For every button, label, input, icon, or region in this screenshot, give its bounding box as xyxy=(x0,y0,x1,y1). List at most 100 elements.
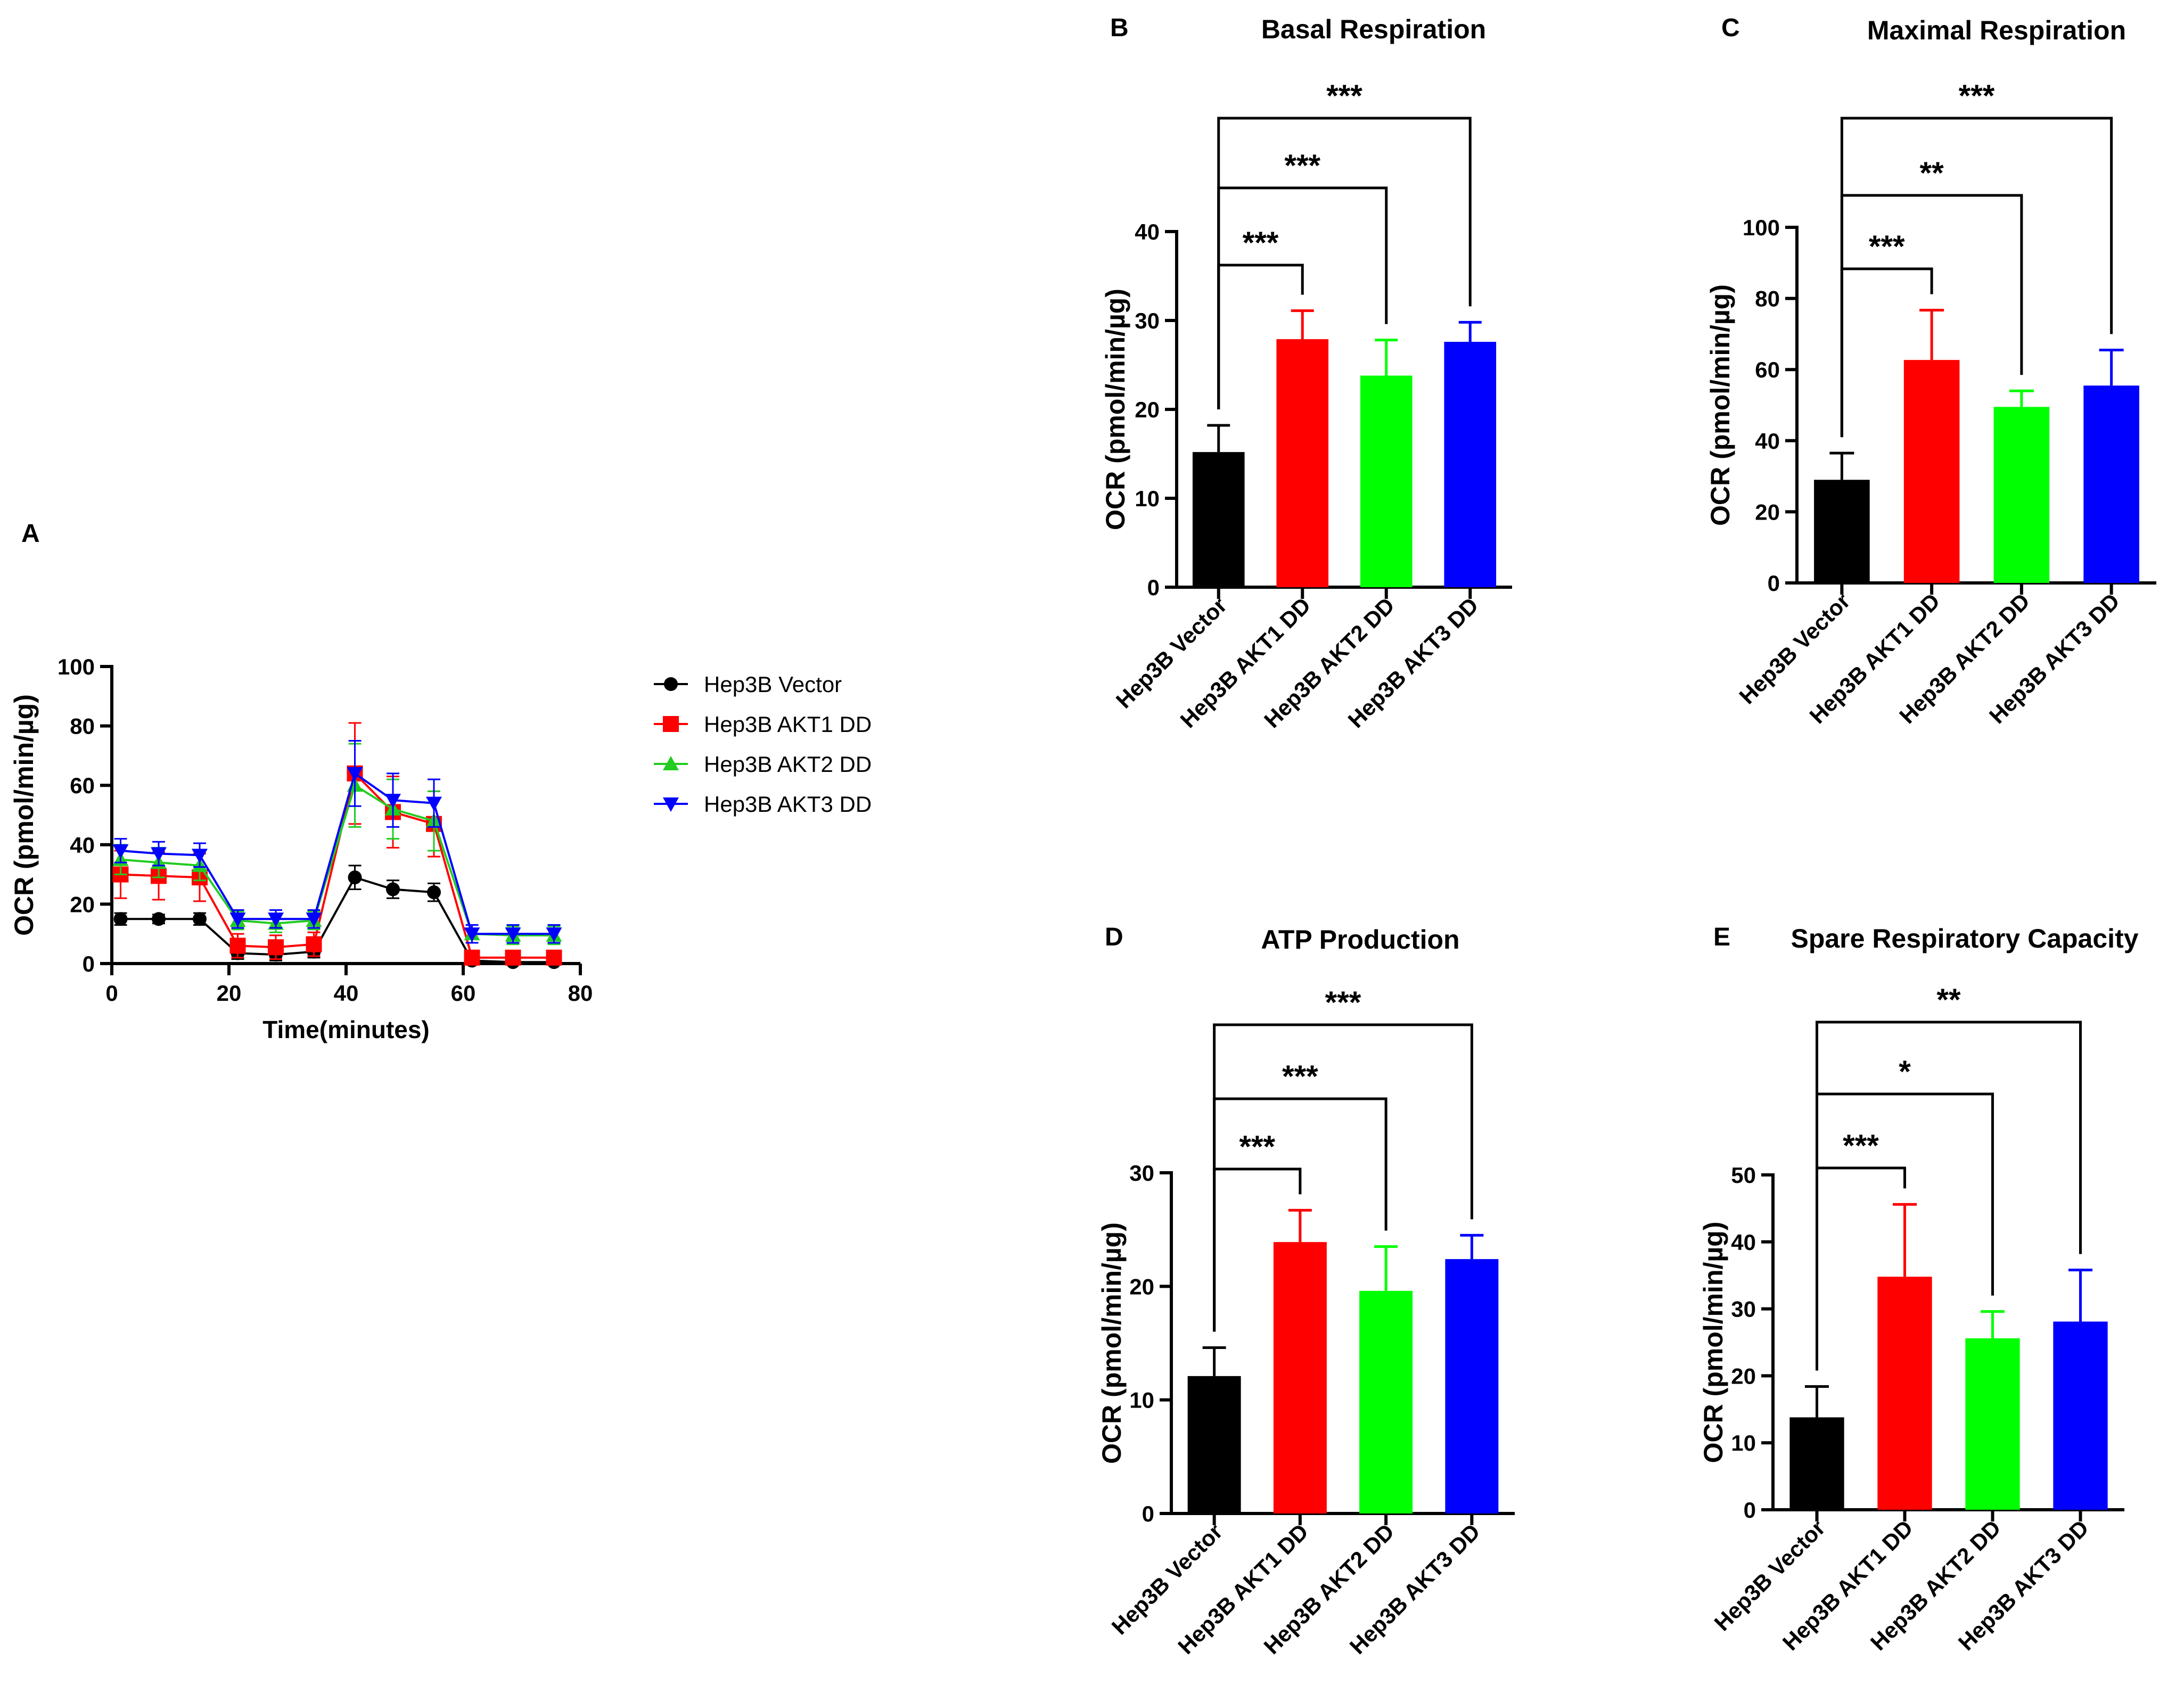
y-tick-label: 40 xyxy=(70,833,95,858)
y-tick-label: 20 xyxy=(1755,499,1780,524)
error-bar xyxy=(1892,1203,1917,1277)
significance-label: *** xyxy=(1325,985,1361,1020)
significance-label: *** xyxy=(1326,79,1362,113)
significance-label: *** xyxy=(1282,1059,1318,1094)
panel-a: A OCR (pmol/min/µg) 0 20 40 60 80 100 0 20 40 60 80 T… xyxy=(9,520,593,1043)
y-tick-label: 20 xyxy=(1129,1274,1154,1299)
y-tick-label: 100 xyxy=(58,654,95,679)
bar xyxy=(1993,407,2050,583)
bar xyxy=(1444,342,1497,587)
data-point xyxy=(385,794,401,809)
error-bar xyxy=(1207,424,1230,453)
chart-title: Basal Respiration xyxy=(1261,14,1486,44)
x-tick-label: 80 xyxy=(568,981,593,1006)
significance-label: *** xyxy=(1243,226,1279,260)
legend-item: Hep3B AKT3 DD xyxy=(654,792,872,817)
chart-title: Maximal Respiration xyxy=(1867,15,2126,45)
significance-bracket xyxy=(1816,1021,2082,1371)
significance-label: ** xyxy=(1920,156,1944,191)
bar xyxy=(2083,385,2139,583)
x-tick-label: 40 xyxy=(334,981,359,1006)
legend-label: Hep3B AKT2 DD xyxy=(704,752,872,777)
y-tick-label: 0 xyxy=(1147,575,1160,600)
panel-letter: E xyxy=(1713,923,1730,951)
x-axis-label: Time(minutes) xyxy=(262,1016,430,1043)
significance-bracket xyxy=(1213,1023,1473,1332)
data-point xyxy=(112,844,129,859)
legend-label: Hep3B Vector xyxy=(704,672,842,697)
bar xyxy=(1903,360,1960,583)
data-point xyxy=(306,936,322,952)
y-tick-label: 0 xyxy=(1142,1501,1154,1526)
bar xyxy=(1360,375,1413,587)
legend: Hep3B Vector Hep3B AKT1 DD Hep3B AKT2 DD He… xyxy=(654,672,872,817)
panel-letter: A xyxy=(21,520,40,548)
significance-label: *** xyxy=(1959,79,1995,113)
y-axis-label: OCR (pmol/min/µg) xyxy=(1097,1222,1127,1464)
data-point xyxy=(229,937,246,954)
error-bar xyxy=(1374,1245,1398,1291)
chart-title: Spare Respiratory Capacity xyxy=(1791,924,2138,953)
significance-label: ** xyxy=(1936,983,1961,1017)
bar xyxy=(2053,1321,2108,1510)
series-hep3b-vector xyxy=(113,865,561,969)
error-bar xyxy=(1458,320,1482,342)
y-axis-label: OCR (pmol/min/µg) xyxy=(9,694,39,936)
data-point xyxy=(663,797,679,812)
y-tick-label: 20 xyxy=(1731,1363,1756,1388)
data-point xyxy=(663,756,679,770)
y-axis-label: OCR (pmol/min/µg) xyxy=(1698,1222,1728,1463)
data-point xyxy=(546,949,562,966)
panel-letter: D xyxy=(1105,923,1123,951)
bar xyxy=(1187,1376,1241,1513)
bar xyxy=(1877,1277,1932,1510)
error-bar xyxy=(2099,348,2124,386)
y-tick-label: 30 xyxy=(1129,1161,1154,1186)
y-tick-label: 40 xyxy=(1755,429,1780,454)
data-point xyxy=(306,912,322,927)
data-point xyxy=(348,870,362,885)
bar xyxy=(1359,1290,1413,1513)
data-point xyxy=(505,949,521,966)
y-tick-label: 10 xyxy=(1135,486,1160,511)
error-bar xyxy=(1291,309,1314,340)
series-hep3b-akt2-dd xyxy=(112,743,562,945)
data-point xyxy=(426,796,442,811)
series-hep3b-akt3-dd xyxy=(112,740,562,944)
data-point xyxy=(347,767,363,781)
significance-bracket xyxy=(1217,117,1472,410)
legend-item: Hep3B AKT1 DD xyxy=(654,712,872,737)
y-tick-label: 80 xyxy=(70,714,95,739)
y-tick-label: 100 xyxy=(1743,215,1780,240)
y-axis-label: OCR (pmol/min/µg) xyxy=(1101,289,1130,530)
data-point xyxy=(664,677,678,691)
significance-label: *** xyxy=(1284,149,1320,183)
error-bar xyxy=(1804,1385,1829,1418)
significance-label: *** xyxy=(1843,1129,1879,1163)
data-point xyxy=(464,927,480,942)
y-tick-label: 20 xyxy=(70,892,95,917)
y-tick-label: 80 xyxy=(1755,286,1780,311)
panel-letter: C xyxy=(1721,14,1740,42)
panel-b: B Basal Respiration OCR (pmol/min/µg) 0 10 20… xyxy=(1101,14,1512,733)
error-bar xyxy=(1288,1208,1312,1243)
y-tick-label: 20 xyxy=(1135,397,1160,422)
data-point xyxy=(464,949,480,966)
panel-letter: B xyxy=(1110,14,1129,42)
panel-c: C Maximal Respiration OCR (pmol/min/µg) 0 20… xyxy=(1705,14,2156,728)
x-tick-label: 20 xyxy=(217,981,242,1006)
error-bar xyxy=(2068,1269,2093,1322)
bar xyxy=(1814,480,1870,583)
significance-label: * xyxy=(1899,1055,1911,1089)
error-bar xyxy=(1829,451,1854,480)
bar xyxy=(1789,1417,1844,1510)
error-bar xyxy=(1375,339,1398,376)
y-tick-label: 0 xyxy=(1768,571,1780,596)
data-point xyxy=(663,716,679,732)
error-bar xyxy=(1980,1310,2005,1338)
y-tick-label: 40 xyxy=(1731,1230,1756,1255)
data-point xyxy=(113,912,128,926)
data-point xyxy=(192,849,208,863)
